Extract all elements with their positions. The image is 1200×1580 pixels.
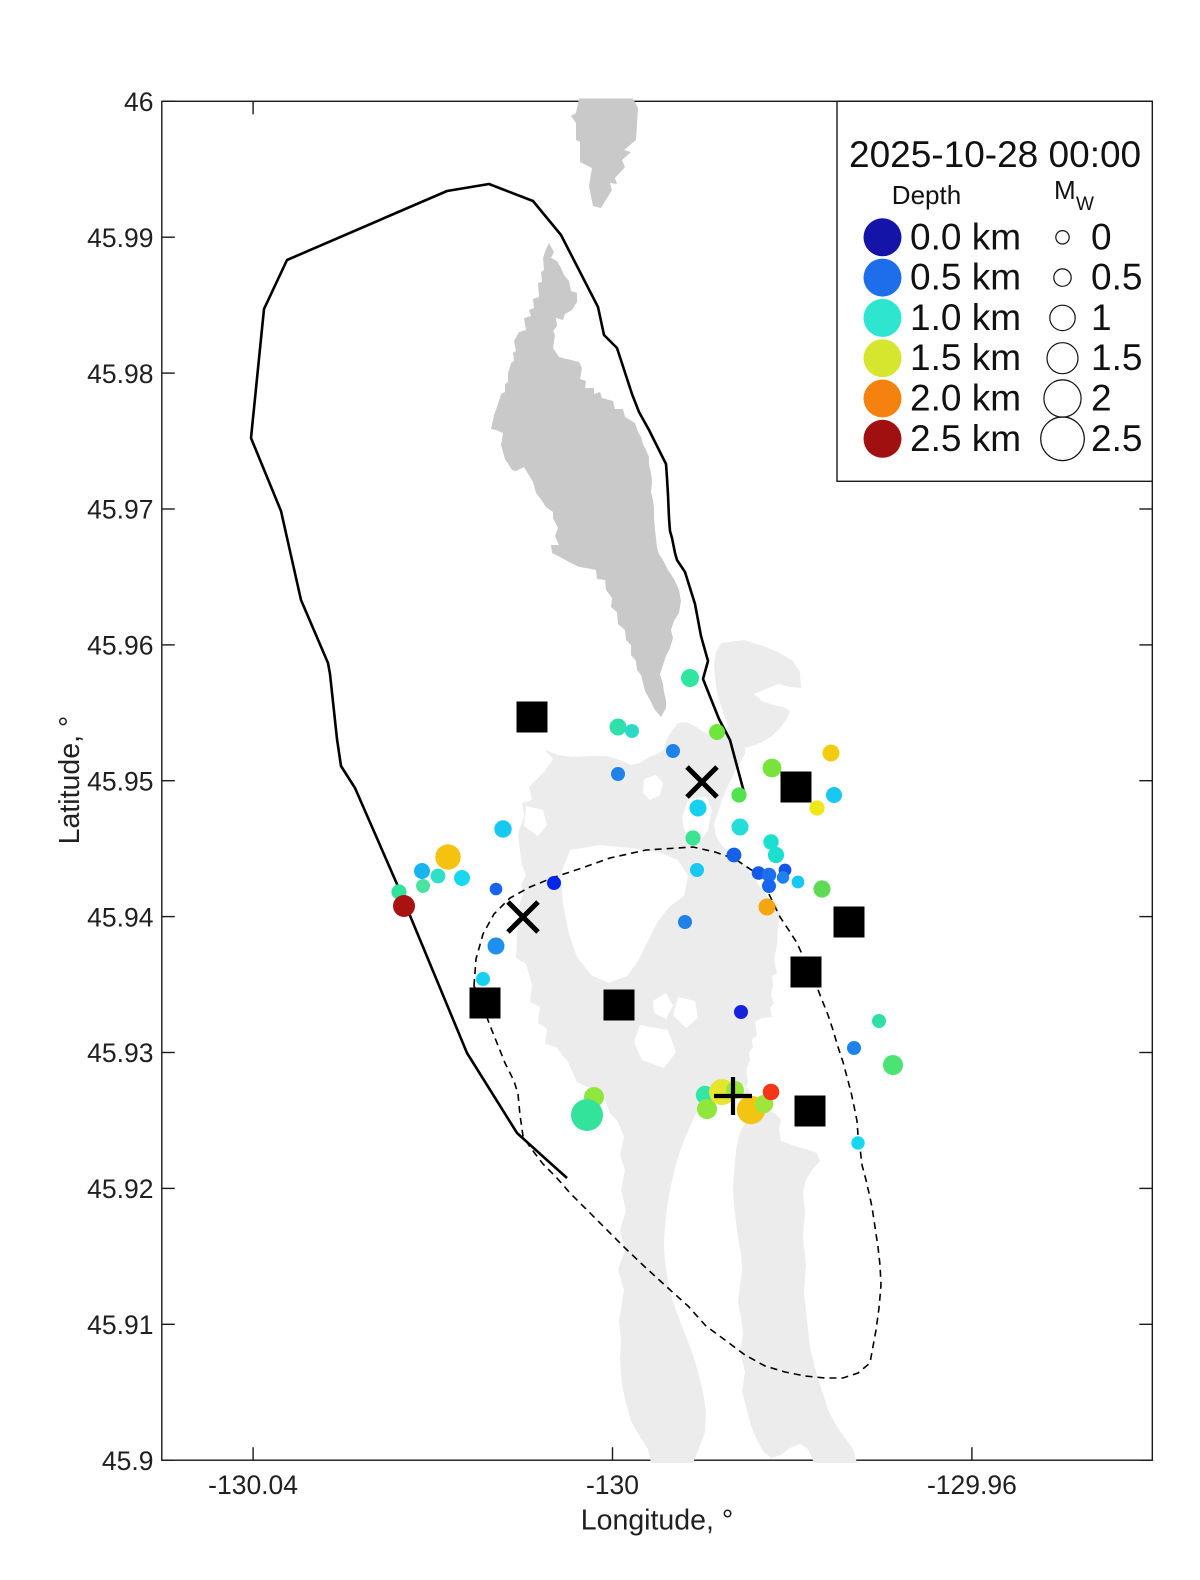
svg-text:45.97: 45.97 <box>87 495 153 525</box>
svg-text:1.0 km: 1.0 km <box>910 297 1021 338</box>
svg-text:0.5 km: 0.5 km <box>910 257 1021 298</box>
svg-text:2.5 km: 2.5 km <box>910 418 1021 459</box>
svg-text:-130.04: -130.04 <box>208 1470 298 1500</box>
svg-text:2.5: 2.5 <box>1091 418 1142 459</box>
svg-text:2025-10-28 00:00: 2025-10-28 00:00 <box>849 134 1141 175</box>
svg-text:M: M <box>1054 175 1076 205</box>
svg-text:0.5: 0.5 <box>1091 257 1142 298</box>
svg-text:45.95: 45.95 <box>87 766 153 796</box>
svg-text:45.93: 45.93 <box>87 1038 153 1068</box>
svg-text:45.92: 45.92 <box>87 1174 153 1204</box>
svg-text:45.9: 45.9 <box>102 1446 154 1476</box>
svg-text:2.0 km: 2.0 km <box>910 378 1021 419</box>
svg-text:1.5: 1.5 <box>1091 337 1142 378</box>
svg-text:45.96: 45.96 <box>87 631 153 661</box>
svg-text:-129.96: -129.96 <box>927 1470 1017 1500</box>
svg-text:1.5 km: 1.5 km <box>910 337 1021 378</box>
svg-text:45.91: 45.91 <box>87 1310 153 1340</box>
svg-text:Depth: Depth <box>892 180 961 210</box>
svg-text:0.0 km: 0.0 km <box>910 216 1021 257</box>
svg-text:W: W <box>1076 194 1094 215</box>
svg-text:Latitude, °: Latitude, ° <box>54 716 86 845</box>
svg-text:-130: -130 <box>586 1470 639 1500</box>
svg-text:46: 46 <box>124 87 153 117</box>
svg-text:2: 2 <box>1091 378 1112 419</box>
svg-text:45.99: 45.99 <box>87 223 153 253</box>
svg-text:Longitude, °: Longitude, ° <box>581 1505 733 1537</box>
svg-text:0: 0 <box>1091 216 1112 257</box>
svg-text:1: 1 <box>1091 297 1112 338</box>
svg-text:45.98: 45.98 <box>87 359 153 389</box>
svg-text:45.94: 45.94 <box>87 902 153 932</box>
